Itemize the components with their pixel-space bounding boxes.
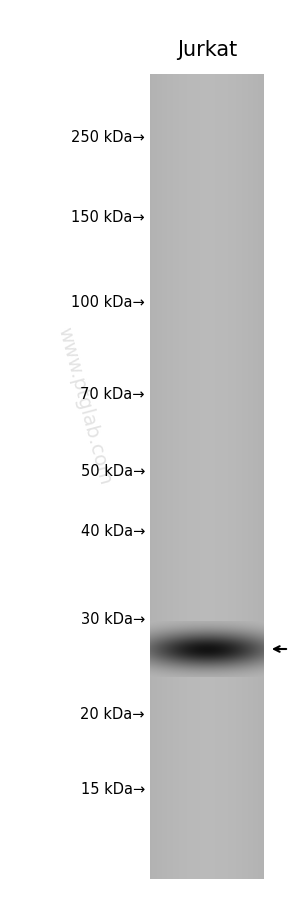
Text: 150 kDa→: 150 kDa→ <box>71 210 145 226</box>
Text: 30 kDa→: 30 kDa→ <box>81 612 145 627</box>
Text: 100 kDa→: 100 kDa→ <box>71 295 145 310</box>
Text: 40 kDa→: 40 kDa→ <box>81 524 145 538</box>
Text: Jurkat: Jurkat <box>177 40 237 60</box>
Text: www.ptglab.com: www.ptglab.com <box>54 325 114 487</box>
Text: 70 kDa→: 70 kDa→ <box>80 387 145 402</box>
Text: 20 kDa→: 20 kDa→ <box>80 706 145 722</box>
Text: 15 kDa→: 15 kDa→ <box>81 782 145 796</box>
Text: 250 kDa→: 250 kDa→ <box>71 131 145 145</box>
Text: 50 kDa→: 50 kDa→ <box>81 464 145 479</box>
